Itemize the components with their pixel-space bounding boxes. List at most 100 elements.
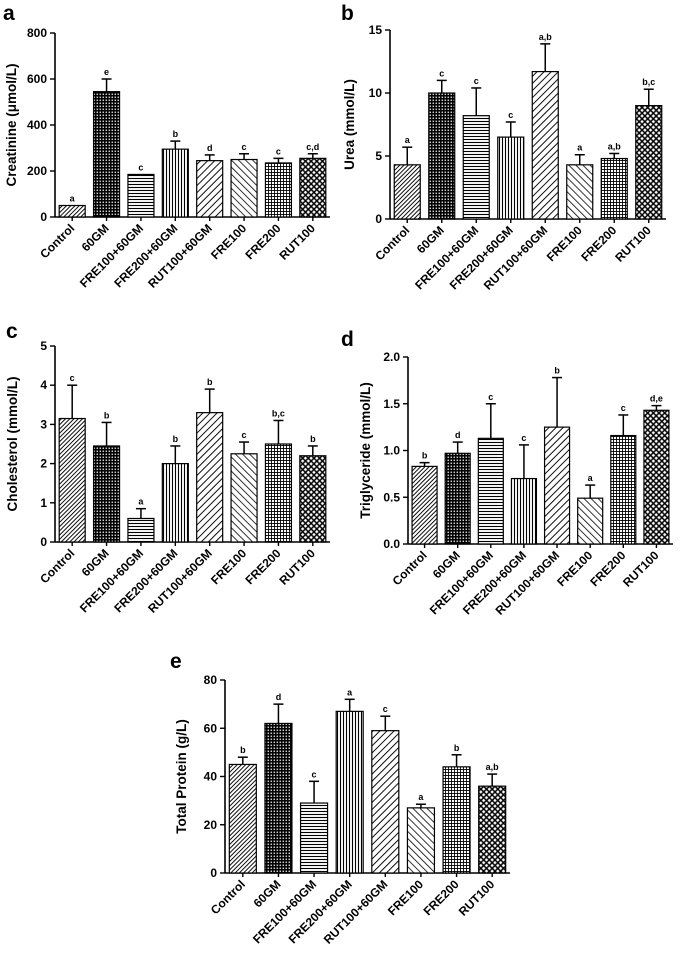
x-tick-label: FRE200 [243, 221, 284, 262]
significance-label: d [276, 692, 282, 702]
y-tick-label: 0 [375, 212, 382, 226]
significance-label: c [242, 142, 247, 152]
significance-label: b [310, 434, 316, 444]
bar-fre200-60gm [335, 710, 364, 874]
bar-fre200 [442, 766, 471, 874]
x-tick-label: FRE100 [208, 221, 249, 262]
panel-letter: d [341, 328, 354, 351]
y-tick-label: 5 [40, 339, 47, 353]
significance-label: c [383, 704, 388, 714]
bar-60gm [428, 92, 456, 220]
significance-label: a [70, 194, 76, 204]
bar-rut100 [643, 409, 670, 545]
significance-label: b,c [642, 77, 655, 87]
y-tick-label: 0 [210, 866, 217, 880]
x-tick-label: FRE200+60GM [286, 877, 355, 946]
x-tick-label: RUT100+60GM [321, 877, 391, 947]
significance-label: c [621, 403, 626, 413]
panel-letter: e [170, 650, 182, 673]
x-tick-label: FRE100 [208, 546, 249, 587]
x-tick-label: FRE100 [544, 223, 585, 264]
bar-60gm [92, 91, 121, 218]
y-tick-label: 0.0 [383, 537, 400, 551]
y-tick-label: 5 [375, 149, 382, 163]
y-tick-label: 0.5 [383, 490, 400, 504]
x-tick-label: FRE200 [421, 877, 462, 918]
panel-letter: a [3, 2, 15, 25]
bar-rut100 [299, 157, 327, 218]
y-tick-label: 2.0 [383, 350, 400, 364]
significance-label: c [70, 373, 75, 383]
significance-label: a [138, 497, 144, 507]
bar-rut100-60gm [196, 412, 224, 543]
bar-fre100 [230, 158, 258, 218]
y-tick-label: 200 [27, 164, 47, 178]
significance-label: c [508, 110, 513, 120]
y-axis-title: Creatinine (μmol/L) [4, 63, 19, 186]
bar-fre200-60gm [510, 477, 538, 545]
y-axis-title: Urea (mmol/L) [342, 79, 357, 170]
significance-label: c [439, 68, 444, 78]
bar-fre200 [264, 443, 293, 543]
significance-label: b [422, 451, 428, 461]
chart-panel-d: d 0.0 0.5 1.0 1.5 2.0 Triglyceride (mmol/L) b Co… [341, 328, 673, 618]
x-tick-label: FRE100 [554, 548, 595, 589]
bar-rut100 [635, 104, 663, 220]
bar-fre100 [577, 497, 604, 545]
bar-control [58, 417, 86, 543]
y-tick-label: 1 [40, 496, 47, 510]
x-tick-label: Control [208, 877, 248, 917]
significance-label: a [418, 792, 424, 802]
x-tick-label: RUT100+60GM [145, 546, 215, 616]
bar-60gm [264, 722, 293, 874]
x-tick-label: RUT100+60GM [145, 221, 215, 291]
bar-control [411, 465, 438, 545]
bar-fre200 [264, 162, 293, 218]
y-axis-title: Cholesterol (mmol/L) [5, 376, 20, 511]
bar-fre100-60gm [462, 115, 490, 220]
significance-label: d,e [650, 394, 663, 404]
bar-fre100-60gm [127, 517, 155, 543]
significance-label: c [242, 430, 247, 440]
bar-60gm [92, 445, 121, 543]
significance-label: d [207, 143, 213, 153]
bar-fre200-60gm [497, 136, 525, 220]
x-tick-label: Control [390, 548, 430, 588]
bar-rut100-60gm [543, 426, 571, 545]
x-tick-label: FRE100 [385, 877, 426, 918]
y-tick-label: 10 [369, 86, 383, 100]
y-tick-label: 3 [40, 417, 47, 431]
x-tick-label: Control [37, 221, 77, 261]
y-axis-title: Total Protein (g/L) [174, 719, 189, 834]
significance-label: b [454, 743, 460, 753]
x-tick-label: Control [372, 223, 412, 263]
significance-label: d [455, 430, 461, 440]
bar-fre100 [566, 164, 594, 220]
bar-fre100 [406, 807, 436, 874]
significance-label: a [588, 473, 594, 483]
bar-rut100 [299, 455, 327, 543]
chart-panel-b: b 0 5 10 15 Urea (mmol/L) a Control c 60GM c FRE100… [341, 2, 666, 293]
chart-panel-a: a 0 200 400 600 800 Creatinine (μmol/L) a Contro… [3, 2, 330, 291]
significance-label: e [104, 67, 109, 77]
significance-label: b,c [272, 408, 285, 418]
y-tick-label: 40 [204, 770, 218, 784]
significance-label: b [554, 366, 560, 376]
y-tick-label: 0 [40, 535, 47, 549]
significance-label: c [521, 433, 526, 443]
significance-label: c [312, 769, 317, 779]
bar-rut100 [478, 785, 507, 874]
x-tick-label: FRE100+60GM [250, 877, 319, 946]
bar-fre200 [600, 157, 628, 220]
y-tick-label: 600 [27, 72, 47, 86]
panel-letter: c [6, 320, 18, 343]
significance-label: c [488, 392, 493, 402]
bar-60gm [444, 452, 471, 545]
x-tick-label: RUT100 [620, 548, 662, 590]
bar-fre200 [610, 434, 637, 545]
significance-label: c [276, 146, 281, 156]
y-tick-label: 20 [204, 818, 218, 832]
x-tick-label: FRE200 [243, 546, 284, 587]
